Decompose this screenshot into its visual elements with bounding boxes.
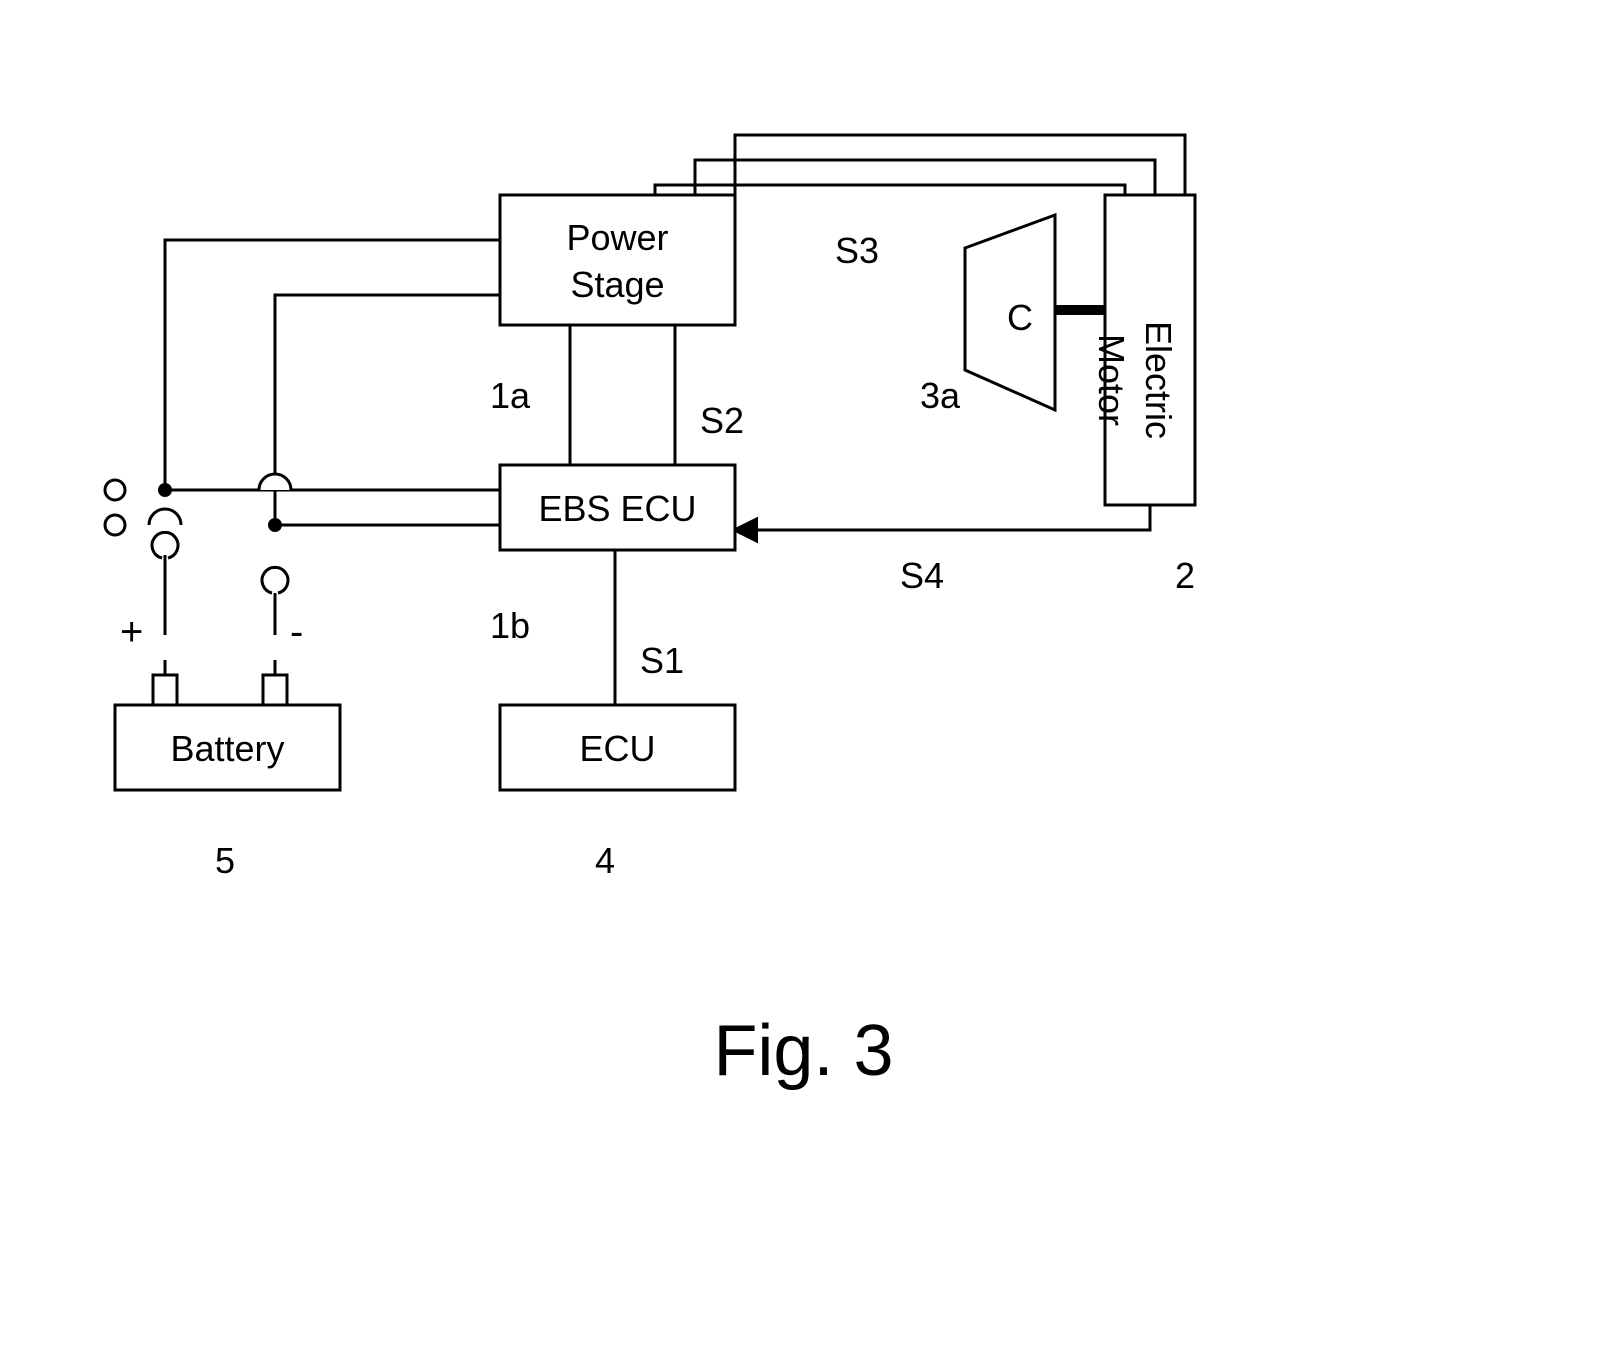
diagram-canvas: PowerStageEBS ECUECUBatteryElectricMotor… [0, 0, 1607, 1370]
motor-to-ebs-feedback [735, 505, 1150, 530]
figure-caption: Fig. 3 [0, 1010, 1607, 1092]
ps-to-motor-mid [695, 160, 1155, 195]
node-minus-tap [268, 518, 282, 532]
fuse-plus [152, 532, 178, 558]
node-minus-open [105, 515, 125, 535]
power_stage-box [500, 195, 735, 325]
battery-terminal-cap-0 [153, 675, 177, 705]
node-plus-tap [158, 483, 172, 497]
fuse-minus [262, 567, 288, 593]
battery-box [115, 705, 340, 790]
node-plus-open [105, 480, 125, 500]
battery-plus-to-ps [165, 240, 500, 490]
hop-plus-over-minus [259, 474, 291, 490]
ebs_ecu-box [500, 465, 735, 550]
ecu-box [500, 705, 735, 790]
battery-terminal-cap-1 [263, 675, 287, 705]
compressor-box [965, 215, 1055, 410]
diagram-svg [0, 0, 1607, 1370]
electric_motor-box [1105, 195, 1195, 505]
hop-minus-under-plus-vert [149, 509, 181, 525]
